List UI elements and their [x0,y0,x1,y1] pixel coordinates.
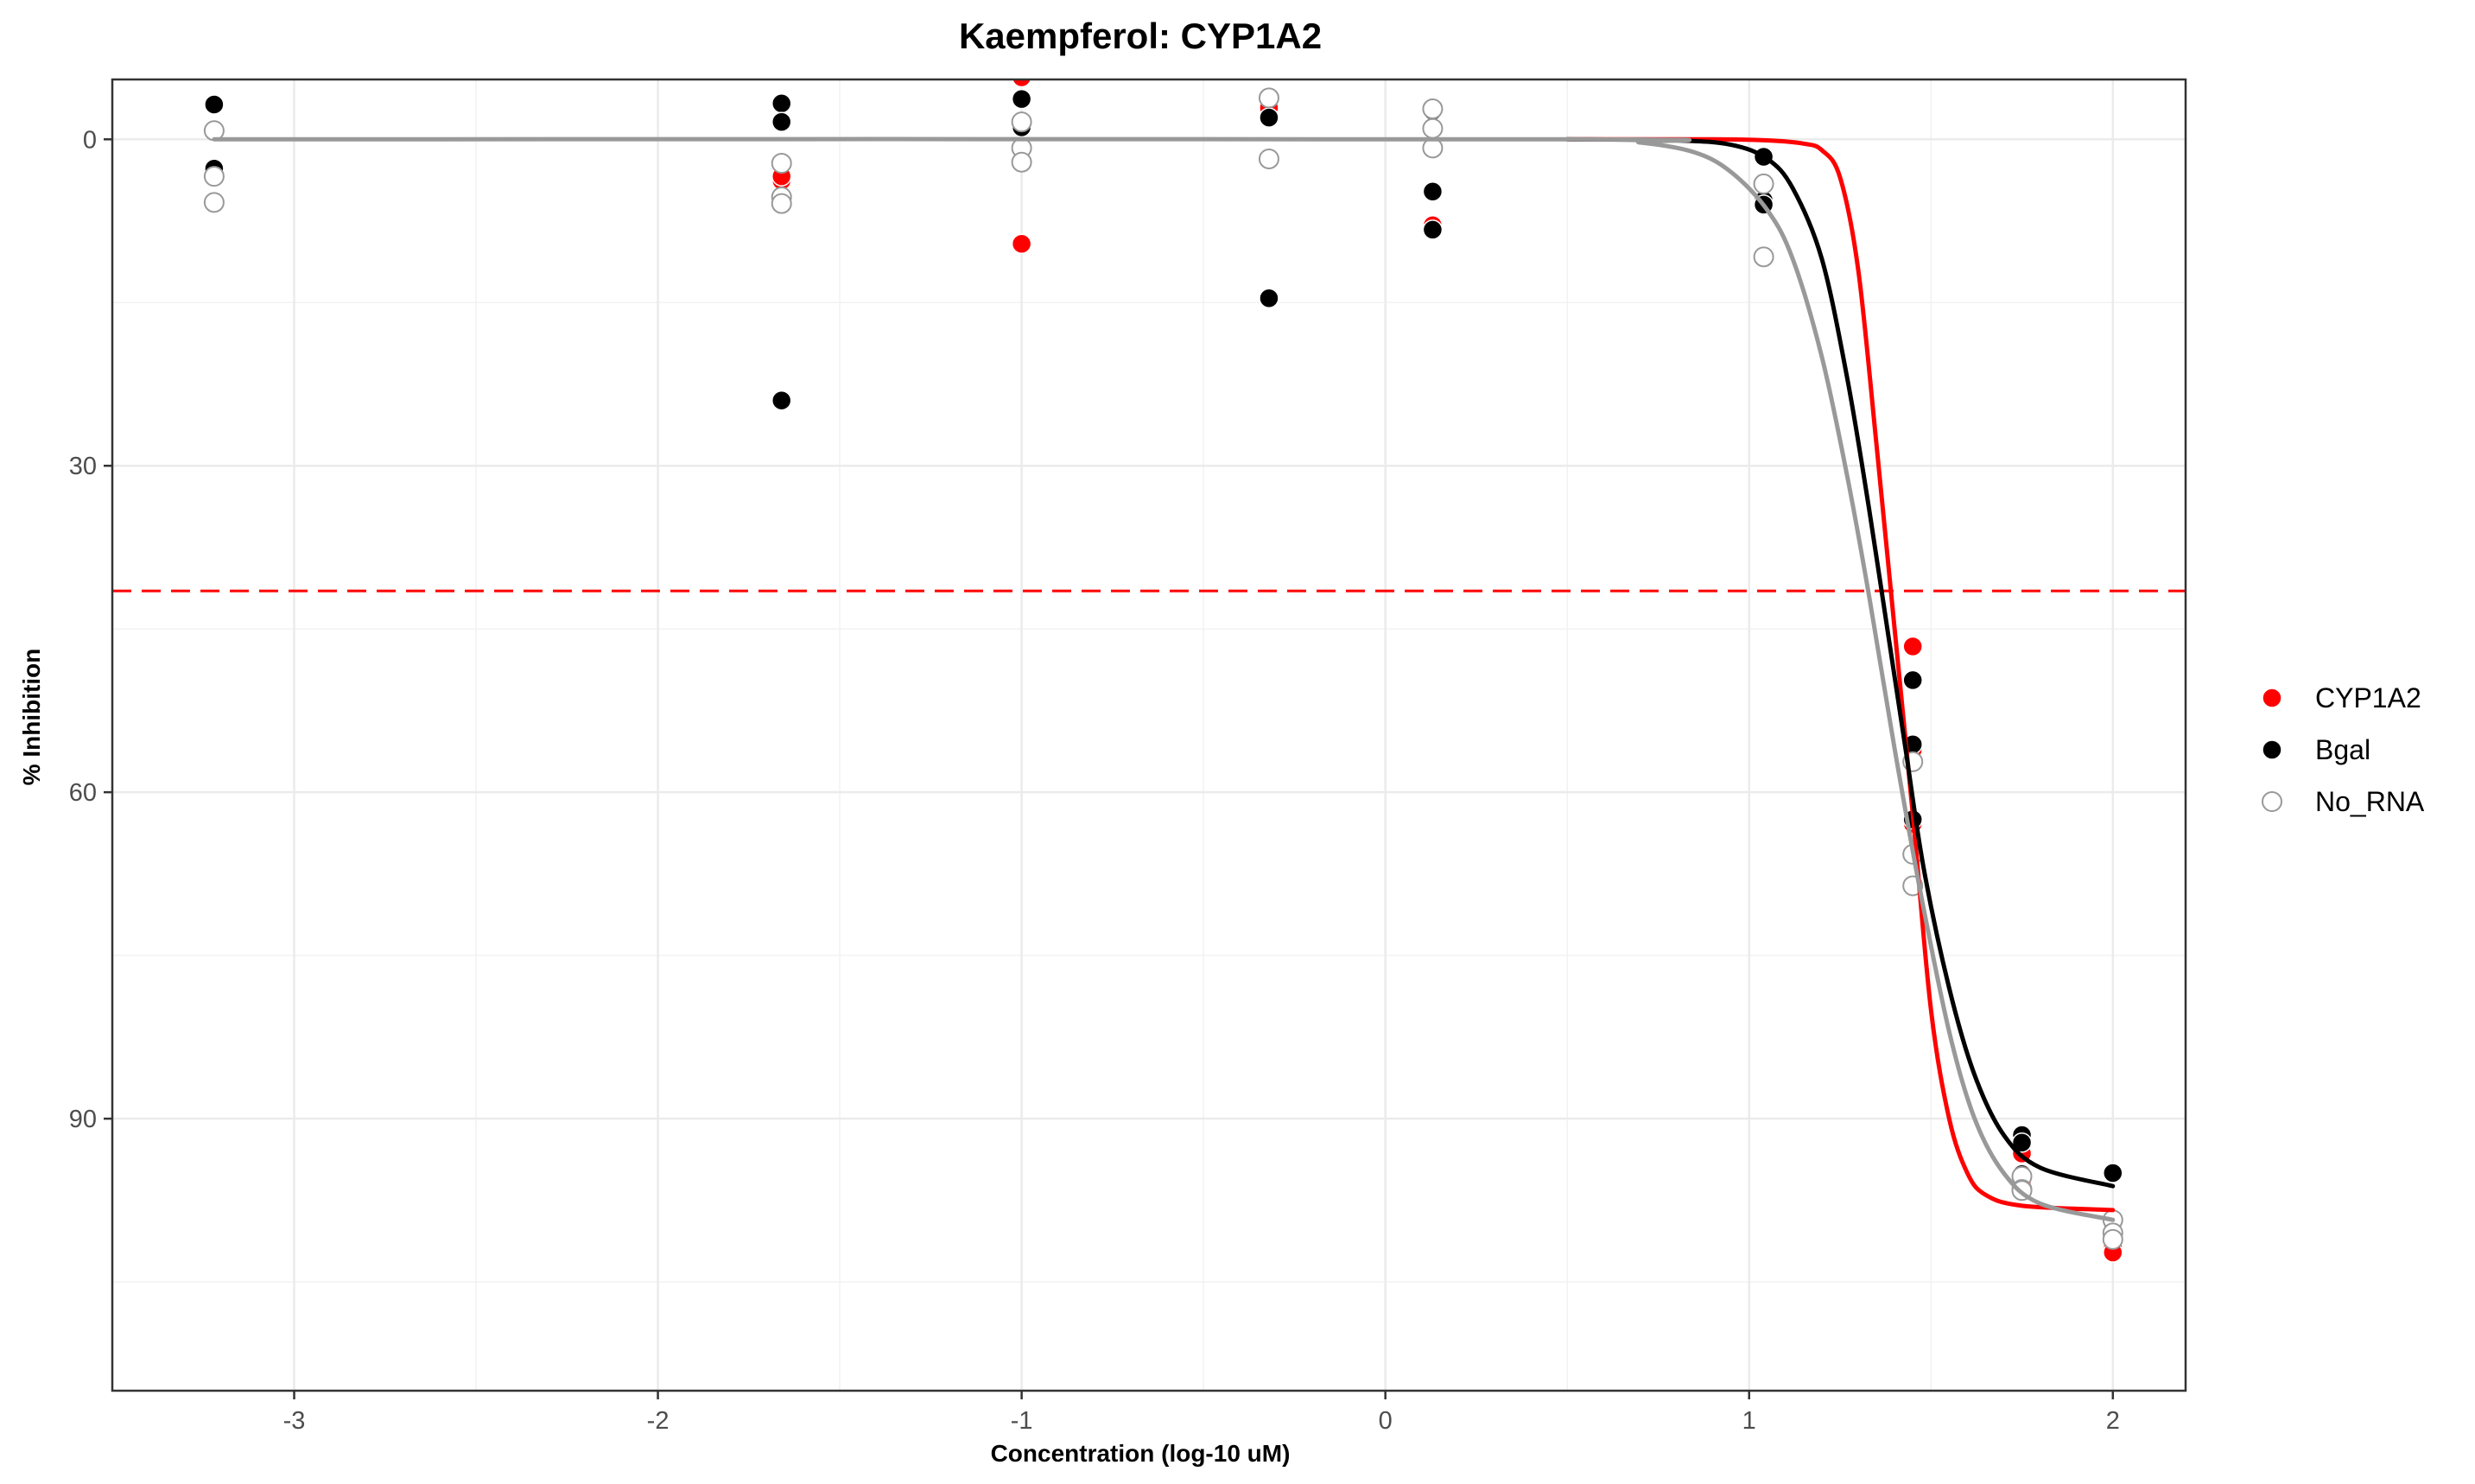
x-tick-label: 2 [2106,1407,2120,1435]
x-tick-label: -3 [283,1407,306,1435]
y-tick-label: 0 [83,126,97,154]
y-tick-label: 30 [69,453,97,480]
data-point-Bgal [1422,181,1444,202]
data-point-Bgal [1259,288,1279,308]
marks-layer [203,79,2123,1263]
legend-label-Bgal: Bgal [2315,734,2370,765]
x-axis-title: Concentration (log-10 uM) [991,1440,1291,1467]
y-axis: 0 30 60 90 [69,126,112,1133]
legend-key-No_RNA [2262,791,2282,812]
data-point-Bgal [771,111,792,132]
panel-background [112,79,2186,1391]
data-point-No_RNA [1753,246,1774,268]
data-point-No_RNA [2102,1228,2123,1250]
fit-curve-CYP1A2 [1564,136,2116,1213]
data-point-Bgal [2103,1163,2123,1183]
x-tick-label: 0 [1379,1407,1393,1435]
data-point-No_RNA [771,193,792,214]
x-tick-label: 1 [1742,1407,1756,1435]
x-axis: -3 -2 -1 0 1 2 [283,1391,2120,1435]
data-point-No_RNA [1422,98,1444,120]
y-tick-label: 90 [69,1106,97,1133]
data-point-No_RNA [1422,117,1444,139]
data-point-Bgal [2011,1132,2033,1153]
data-point-CYP1A2 [1012,79,1032,88]
data-point-No_RNA [771,153,792,174]
x-tick-label: -2 [647,1407,670,1435]
fit-curve-Bgal [1564,136,2116,1189]
data-point-No_RNA [1011,151,1032,173]
chart-title: Kaempferol: CYP1A2 [959,16,1322,56]
data-point-CYP1A2 [1011,233,1032,254]
y-tick-label: 60 [69,779,97,807]
y-axis-title: % Inhibition [18,649,45,786]
legend-key-CYP1A2 [2262,688,2282,708]
data-point-Bgal [1259,107,1279,128]
data-point-Bgal [1011,88,1032,110]
data-point-Bgal [1422,219,1444,240]
data-point-CYP1A2 [1902,636,1923,657]
fit-curve-No_RNA [212,136,2116,1222]
legend: CYP1A2 Bgal No_RNA [2262,682,2425,817]
data-point-No_RNA [203,192,225,213]
x-tick-label: -1 [1011,1407,1033,1435]
data-point-No_RNA [1258,148,1279,169]
plot-panel [111,78,2187,1392]
legend-label-No_RNA: No_RNA [2315,786,2425,817]
panel-border [111,78,2187,1392]
data-point-Bgal [204,94,225,115]
data-point-No_RNA [1011,111,1032,133]
data-point-Bgal [771,92,792,114]
data-point-Bgal [771,390,792,411]
data-point-Bgal [1902,669,1923,691]
data-point-CYP1A2 [776,79,787,81]
data-point-No_RNA [203,166,225,187]
data-point-No_RNA [1753,173,1774,194]
data-point-No_RNA [1258,87,1279,109]
legend-key-Bgal [2262,739,2282,760]
legend-label-CYP1A2: CYP1A2 [2315,682,2421,713]
